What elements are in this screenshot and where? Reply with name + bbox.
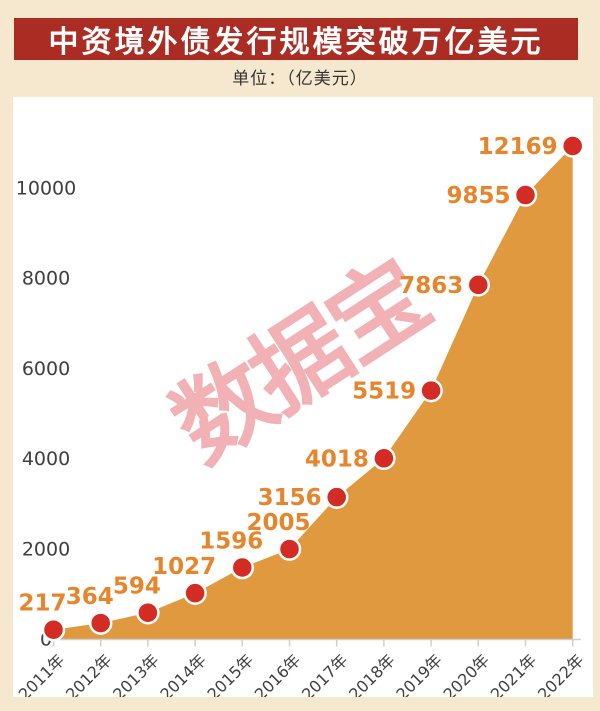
value-label: 1596: [199, 529, 263, 555]
y-axis-label: 8000: [22, 268, 70, 290]
value-label: 364: [66, 584, 114, 610]
data-point-2011年: [41, 617, 66, 642]
x-axis-label: 2022年: [534, 650, 588, 697]
x-axis-label: 2011年: [15, 650, 69, 697]
x-axis-label: 2016年: [251, 650, 305, 697]
x-axis-label: 2017年: [298, 650, 352, 697]
x-axis-label: 2015年: [204, 650, 258, 697]
x-axis-label: 2014年: [156, 650, 210, 697]
value-label: 1027: [152, 554, 216, 580]
data-point-2022年: [560, 134, 585, 158]
data-point-2016年: [277, 537, 302, 561]
x-axis-label: 2018年: [345, 650, 399, 697]
y-axis-label: 2000: [22, 538, 70, 560]
chart-panel: 数据宝 2011年 2012年 2013年 2014年 2015年 2016年 2017年 2…: [13, 97, 593, 697]
page-title: 中资境外债发行规模突破万亿美元: [48, 25, 544, 60]
x-axis-label: 2013年: [109, 650, 163, 697]
value-label: 3156: [258, 485, 322, 511]
data-point-2018年: [372, 446, 396, 471]
x-axis-label: 2021年: [487, 650, 541, 697]
y-axis-label: 10000: [16, 178, 76, 200]
title-banner: 中资境外债发行规模突破万亿美元: [14, 18, 578, 60]
value-label: 594: [113, 574, 161, 600]
x-axis-label: 2020年: [440, 650, 494, 697]
area-fill: [53, 146, 573, 640]
data-point-2014年: [183, 581, 207, 605]
data-point-2015年: [230, 555, 255, 580]
data-point-2012年: [88, 611, 113, 635]
value-label: 12169: [478, 134, 558, 160]
data-point-2019年: [419, 378, 443, 403]
data-point-2013年: [136, 600, 160, 625]
data-point-2021年: [513, 183, 538, 207]
area-chart: 2011年2012年2013年2014年2015年2016年2017年2018年…: [15, 134, 588, 697]
value-label: 4018: [305, 446, 369, 472]
value-label: 9855: [446, 183, 510, 209]
data-point-2020年: [466, 273, 491, 297]
x-axis-label: 2012年: [62, 650, 116, 697]
value-label: 217: [18, 591, 66, 617]
y-axis-label: 6000: [22, 358, 70, 380]
x-axis-label: 2019年: [392, 650, 446, 697]
value-label: 7863: [399, 273, 463, 299]
y-axis-label: 4000: [22, 448, 70, 470]
value-label: 5519: [352, 379, 416, 405]
data-point-2017年: [324, 485, 349, 509]
unit-label: 单位：（亿美元）: [232, 69, 368, 89]
value-label: 2005: [246, 510, 310, 536]
